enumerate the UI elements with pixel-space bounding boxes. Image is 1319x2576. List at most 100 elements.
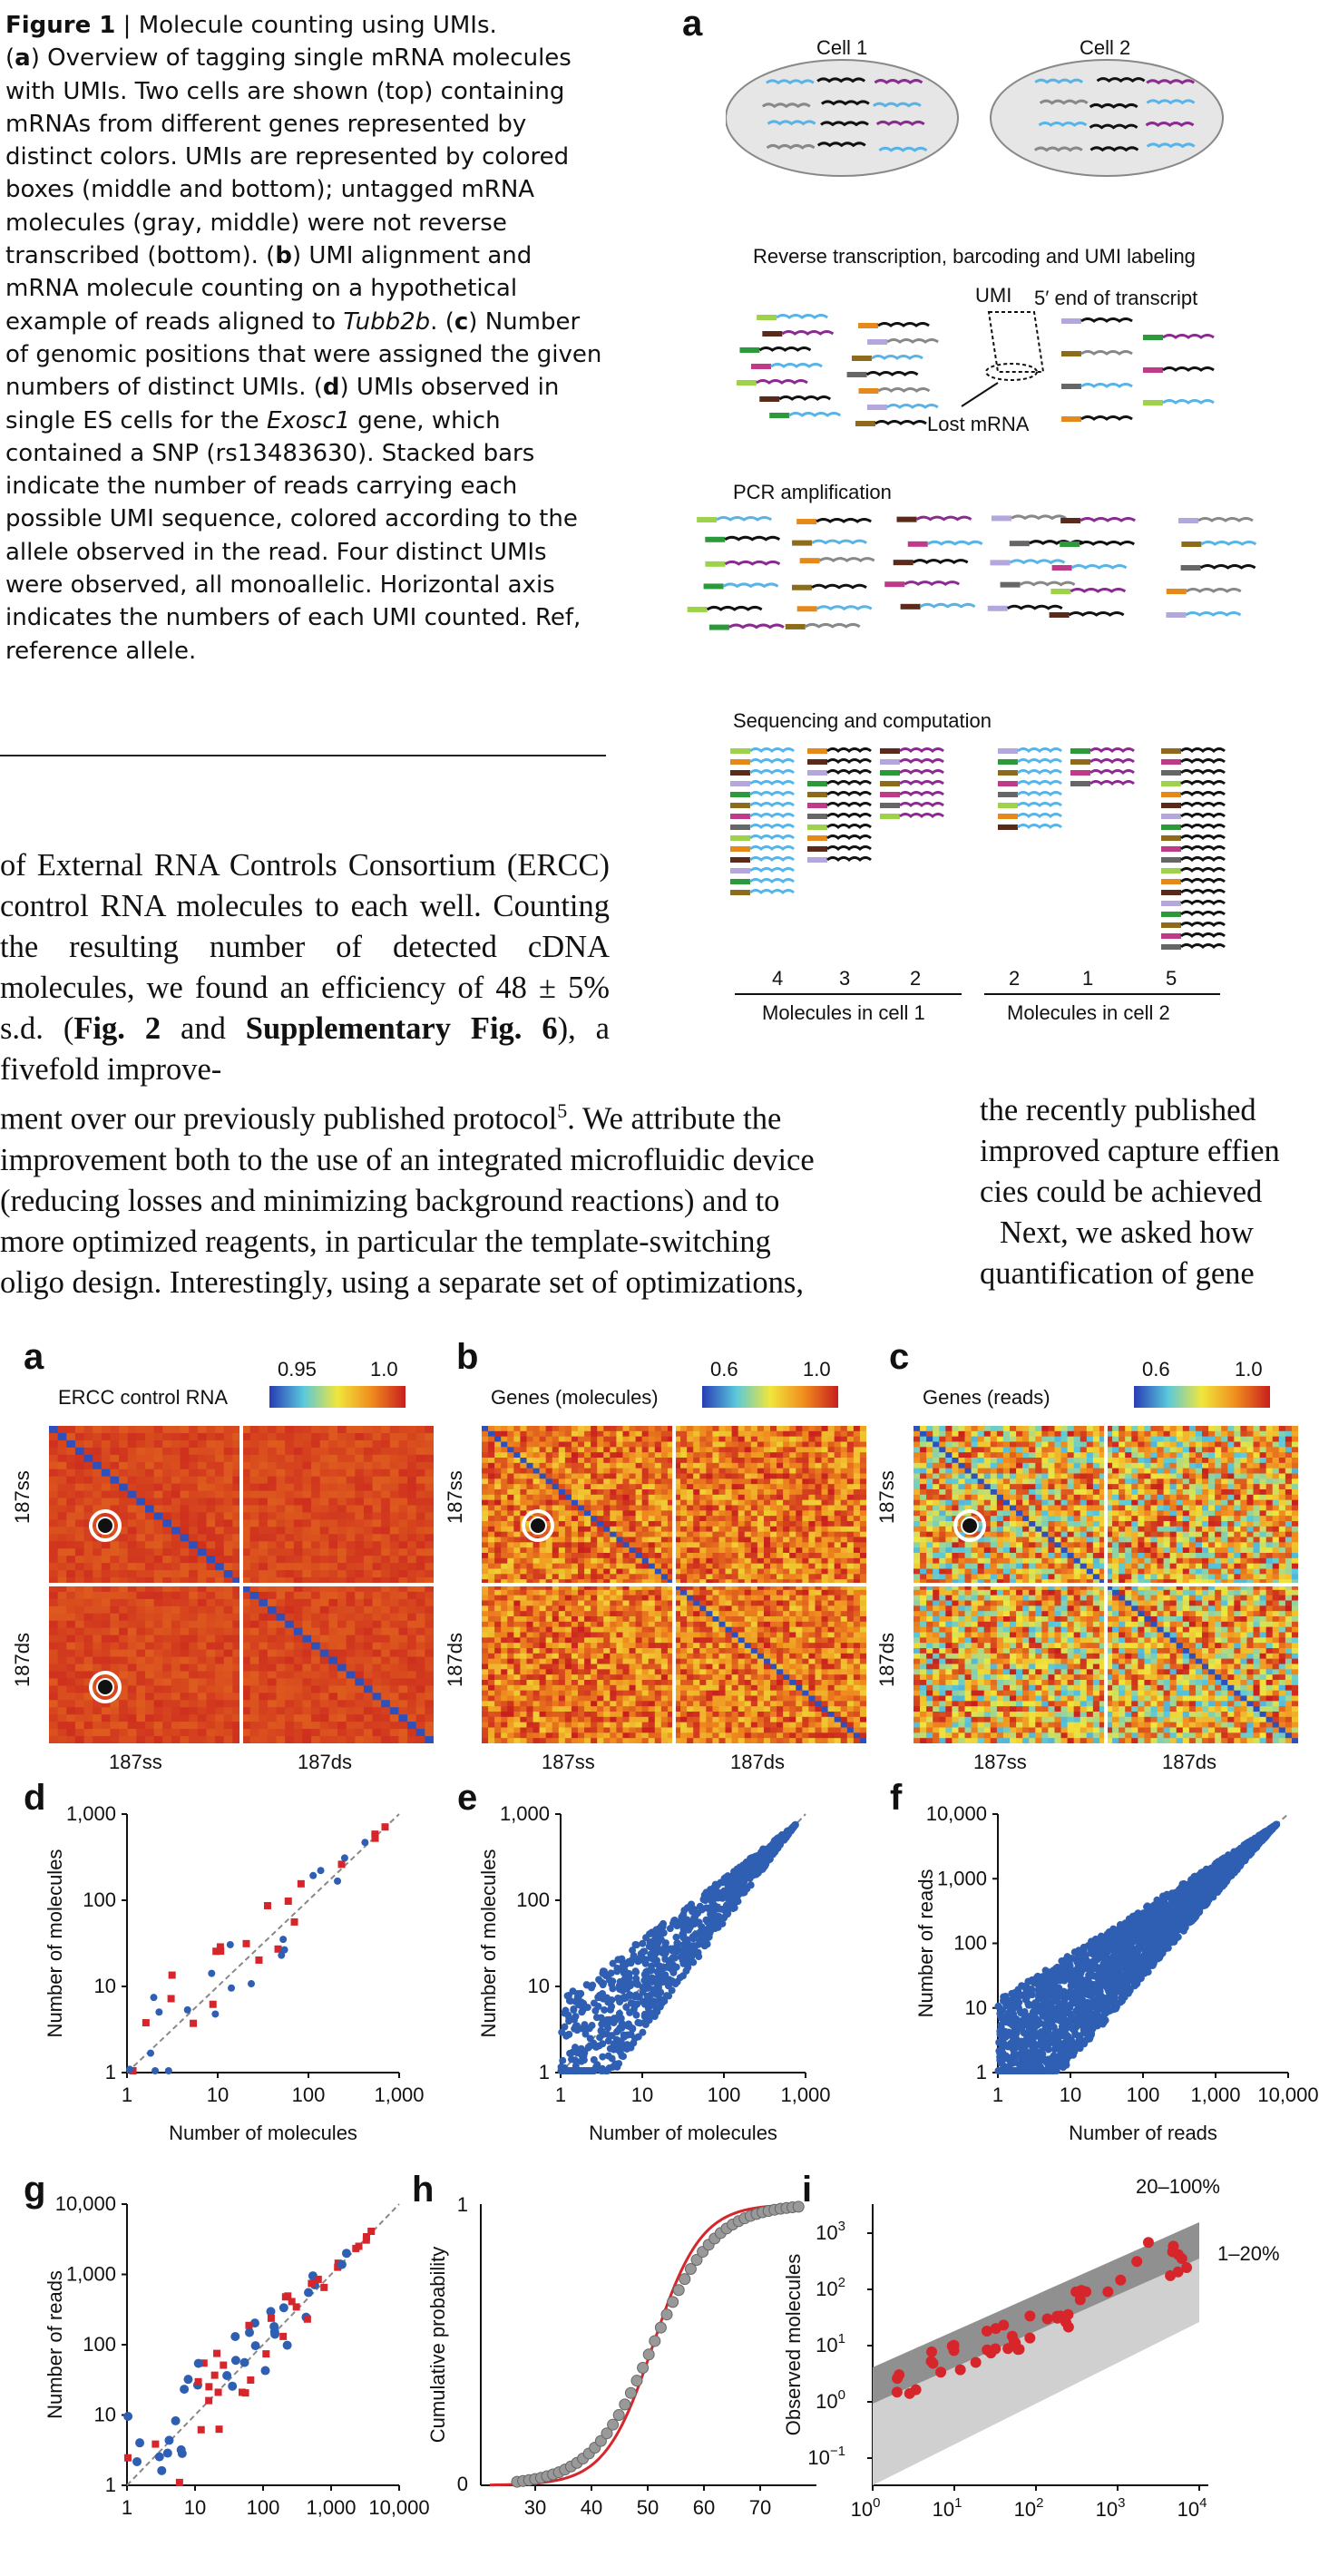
heatmap-cell (616, 1489, 623, 1495)
heatmap-cell (854, 1654, 861, 1659)
heatmap-cell (687, 1611, 694, 1616)
heatmap-cell (655, 1447, 662, 1452)
heatmap-cell (198, 1736, 207, 1743)
heatmap-cell (181, 1685, 190, 1693)
heatmap-cell (783, 1521, 790, 1527)
heatmap-cell (572, 1458, 579, 1463)
heatmap-cell (687, 1527, 694, 1532)
heatmap-cell (425, 1477, 434, 1484)
heatmap-cell (661, 1574, 669, 1579)
heatmap-cell (630, 1489, 637, 1495)
heatmap-cell (822, 1516, 829, 1521)
tagged-read (729, 625, 784, 628)
heatmap-cell (546, 1564, 553, 1569)
heatmap-cell (789, 1484, 796, 1489)
heatmap-cell (181, 1614, 190, 1621)
heatmap-cell (75, 1707, 84, 1714)
heatmap-cell (93, 1491, 102, 1498)
heatmap-cell (268, 1707, 277, 1714)
heatmap-cell (181, 1426, 190, 1433)
umi-tag (759, 396, 779, 402)
heatmap-cell (565, 1637, 572, 1643)
heatmap-cell (520, 1574, 527, 1579)
heatmap-cell (268, 1685, 277, 1693)
heatmap-cell (398, 1462, 407, 1469)
heatmap-cell (738, 1595, 746, 1601)
heatmap-cell (145, 1462, 154, 1469)
heatmap-cell (757, 1542, 765, 1547)
heatmap-cell (381, 1671, 390, 1678)
heatmap-cell (565, 1521, 572, 1527)
heatmap-cell (533, 1558, 541, 1564)
heatmap-cell (390, 1700, 399, 1707)
heatmap-cell (616, 1627, 623, 1633)
heatmap-cell (58, 1448, 67, 1455)
heatmap-cell (584, 1458, 591, 1463)
heatmap-cell (738, 1452, 746, 1458)
heatmap-cell (136, 1599, 145, 1606)
colorbar (702, 1386, 838, 1408)
heatmap-cell (591, 1595, 598, 1601)
heatmap-cell (373, 1440, 382, 1448)
heatmap-cell (835, 1532, 842, 1537)
heatmap-cell (649, 1654, 656, 1659)
heatmap-cell (687, 1537, 694, 1543)
heatmap-cell (764, 1643, 771, 1648)
heatmap-cell (584, 1521, 591, 1527)
heatmap-cell (552, 1469, 560, 1474)
heatmap-cell (215, 1664, 224, 1672)
umi-tag (807, 748, 827, 754)
heatmap-cell (277, 1469, 286, 1477)
heatmap-cell (726, 1469, 733, 1474)
heatmap-cell (145, 1678, 154, 1685)
heatmap-cell (154, 1664, 163, 1672)
heatmap-cell (738, 1633, 746, 1638)
heatmap-cell (578, 1474, 585, 1479)
heatmap-cell (416, 1592, 425, 1599)
heatmap-cell (622, 1463, 630, 1469)
heatmap-cell (337, 1657, 347, 1664)
heatmap-cell (390, 1650, 399, 1657)
heatmap-cell (828, 1442, 835, 1448)
heatmap-cell (398, 1722, 407, 1729)
heatmap-cell (347, 1556, 356, 1563)
heatmap-cell (572, 1601, 579, 1606)
seq-count-label: 5 (1166, 967, 1177, 990)
tagged-read (750, 891, 794, 893)
heatmap-cell (75, 1714, 84, 1722)
heatmap-cell (259, 1685, 268, 1693)
heatmap-cell (224, 1534, 233, 1541)
heatmap-cell (364, 1621, 373, 1628)
heatmap-cell (181, 1448, 190, 1455)
heatmap-cell (507, 1547, 514, 1553)
heatmap-cell (390, 1628, 399, 1635)
heatmap-cell (802, 1537, 809, 1543)
heatmap-cell (390, 1621, 399, 1628)
heatmap-cell (847, 1590, 855, 1595)
heatmap-cell (407, 1707, 416, 1714)
heatmap-cell (578, 1590, 585, 1595)
heatmap-cell (501, 1601, 508, 1606)
heatmap-cell (526, 1659, 533, 1664)
heatmap-cell (726, 1574, 733, 1579)
heatmap-cell (416, 1678, 425, 1685)
heatmap-cell (381, 1606, 390, 1614)
heatmap-cell (540, 1601, 547, 1606)
heatmap-cell (565, 1601, 572, 1606)
heatmap-cell (198, 1563, 207, 1570)
heatmap-cell (642, 1569, 650, 1575)
heatmap-cell (642, 1478, 650, 1484)
heatmap-cell (559, 1542, 566, 1547)
heatmap-cell (302, 1729, 311, 1736)
tagged-read (725, 537, 779, 540)
heatmap-cell (320, 1714, 329, 1722)
heatmap-cell (398, 1736, 407, 1743)
heatmap-cell (513, 1643, 521, 1648)
heatmap-cell (622, 1654, 630, 1659)
heatmap-cell (171, 1722, 181, 1729)
heatmap-cell (250, 1519, 259, 1527)
heatmap-cell (649, 1659, 656, 1664)
heatmap-cell (777, 1558, 784, 1564)
heatmap-cell (860, 1569, 866, 1575)
heatmap-cell (789, 1469, 796, 1474)
